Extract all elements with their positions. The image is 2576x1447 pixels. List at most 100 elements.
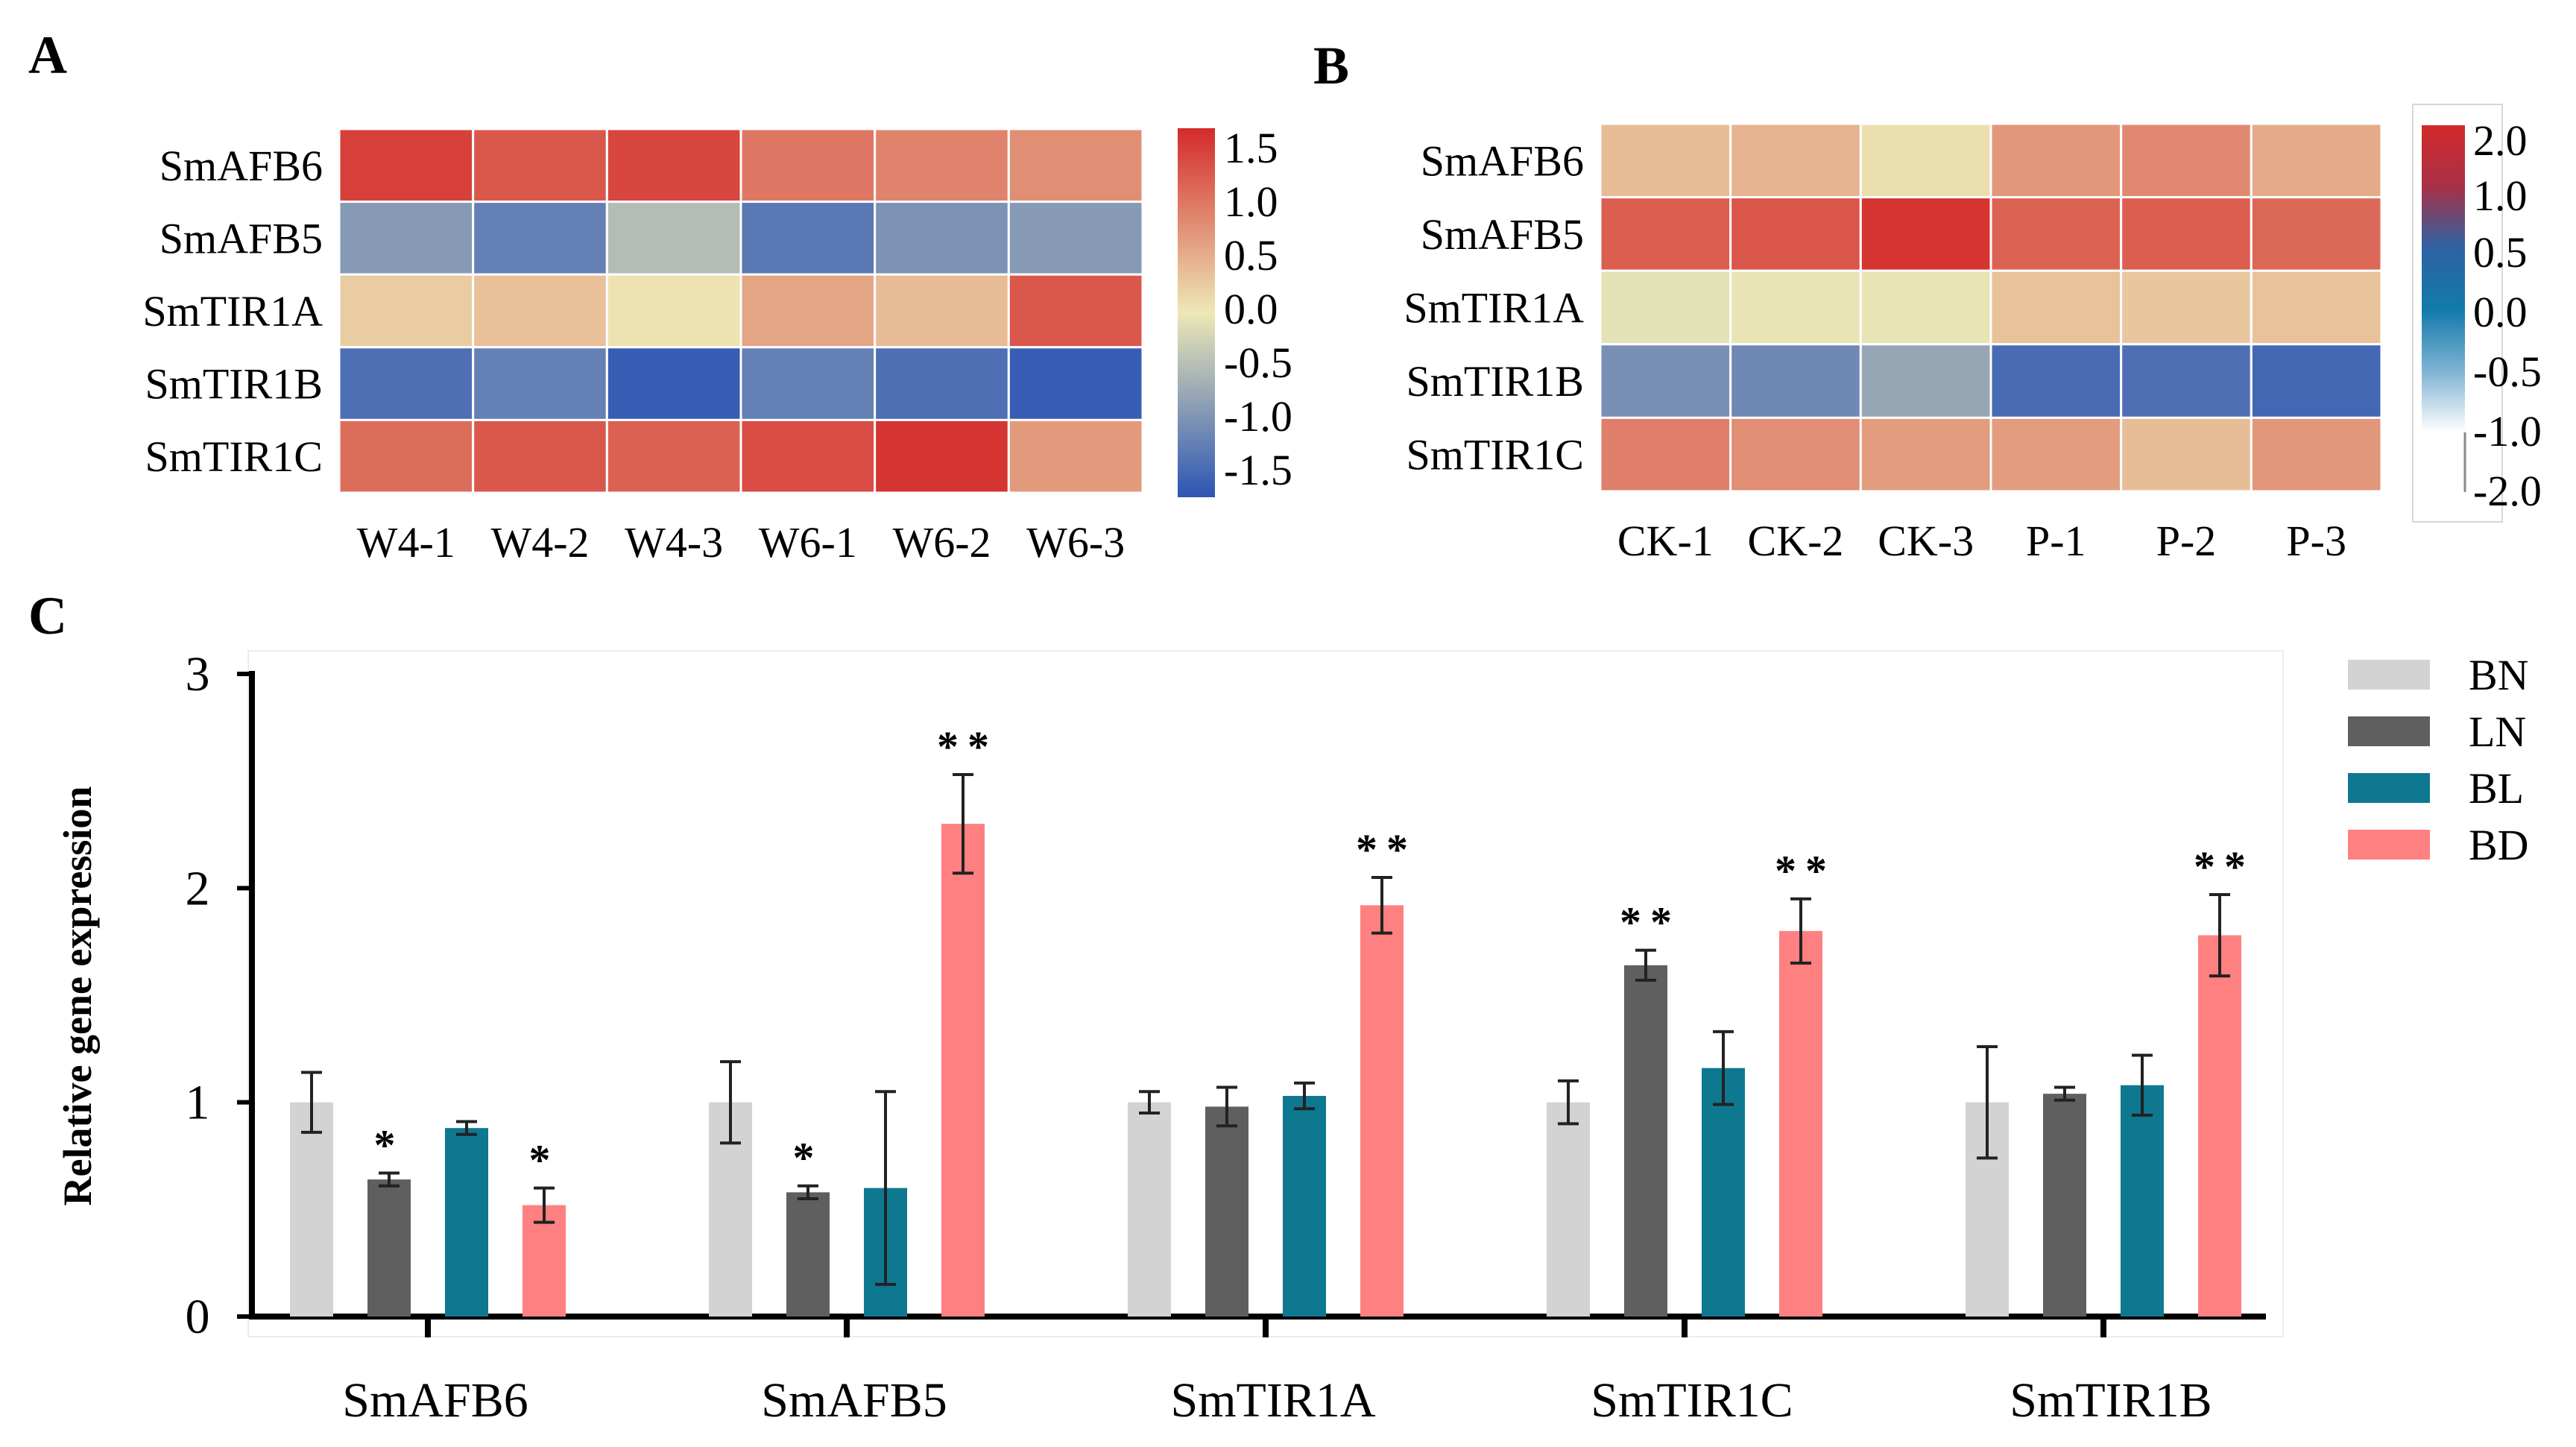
heatmap-a-cell — [338, 201, 475, 276]
heatmap-b-column-label: P-1 — [2026, 517, 2086, 565]
bar — [1547, 1102, 1590, 1317]
heatmap-b-column-label: CK-3 — [1878, 517, 1974, 565]
heatmap-a-cell — [472, 127, 608, 204]
colorbar-a-tick: 1.5 — [1224, 124, 1278, 172]
heatmap-b-row-label: SmAFB6 — [1421, 136, 1584, 185]
colorbar-b-gradient — [2422, 125, 2465, 432]
significance-marker: * — [374, 1120, 405, 1169]
heatmap-b-column-label: CK-1 — [1617, 517, 1714, 565]
heatmap-a-column-label: W4-3 — [625, 518, 723, 567]
heatmap-b-cell — [2250, 269, 2383, 346]
heatmap-b-cell — [1729, 122, 1862, 199]
colorbar-a-gradient — [1178, 128, 1215, 497]
heatmap-a-cell — [739, 346, 877, 421]
significance-marker: ** — [1775, 847, 1836, 895]
heatmap-a-row-label: SmTIR1A — [142, 287, 323, 335]
heatmap-b-cell — [1859, 269, 1992, 346]
y-tick-label: 0 — [186, 1290, 210, 1344]
heatmap-a-row-label: SmTIR1B — [145, 360, 323, 409]
colorbar-b-tick: 0.0 — [2473, 288, 2528, 336]
heatmap-b-cell — [1729, 416, 1862, 493]
colorbar-b-tick: -1.0 — [2473, 407, 2542, 455]
heatmap-a-cell — [1007, 418, 1144, 494]
legend-label: BN — [2469, 651, 2529, 699]
heatmap-b: SmAFB6 SmAFB5 SmTIR1A SmTIR1B SmTIR1C CK-1 CK-… — [1404, 122, 2383, 565]
heatmap-b-cell — [2250, 122, 2383, 199]
heatmap-a-cell — [472, 273, 608, 349]
heatmap-a-cell — [472, 346, 608, 421]
legend-c: BN LN BL BD — [2348, 651, 2529, 869]
heatmap-b-cell — [1729, 269, 1862, 346]
colorbar-a-tick: -0.5 — [1224, 338, 1292, 387]
significance-marker: * — [793, 1134, 824, 1182]
legend-label: BD — [2469, 821, 2529, 869]
panel-c-label: C — [28, 586, 67, 646]
heatmap-a-column-label: W6-3 — [1026, 518, 1125, 567]
heatmap-a-cell — [739, 127, 877, 204]
heatmap-b-cell — [2120, 343, 2253, 419]
heatmap-b-row-label: SmTIR1B — [1407, 357, 1585, 406]
colorbar-a-tick: 0.5 — [1224, 231, 1278, 280]
x-tick-label: SmTIR1B — [2010, 1373, 2212, 1428]
heatmap-a-column-label: W4-2 — [490, 518, 589, 567]
heatmap-a-cell — [338, 418, 475, 494]
legend-swatch — [2348, 660, 2430, 690]
colorbar-a-tick: 1.0 — [1224, 177, 1278, 226]
heatmap-b-cell — [1989, 196, 2123, 272]
significance-marker: * — [529, 1136, 560, 1185]
bar — [1779, 930, 1822, 1317]
heatmap-b-cell — [1729, 343, 1862, 419]
heatmap-b-cell — [1859, 122, 1992, 199]
heatmap-a-cell — [605, 346, 742, 421]
heatmap-b-cell — [1599, 343, 1732, 419]
heatmap-a-column-label: W6-1 — [759, 518, 857, 567]
legend-swatch — [2348, 773, 2430, 803]
bar — [445, 1128, 488, 1317]
bar — [786, 1192, 830, 1317]
y-axis-title: Relative gene expression — [55, 786, 100, 1206]
heatmap-a-row-label: SmAFB6 — [160, 142, 323, 190]
heatmap-b-column-label: P-3 — [2286, 517, 2346, 565]
heatmap-a-cell — [1007, 127, 1144, 204]
heatmap-b-cell — [2250, 196, 2383, 272]
bar — [1624, 965, 1667, 1317]
bar — [1205, 1106, 1248, 1317]
heatmap-a-column-label: W6-2 — [892, 518, 991, 567]
heatmap-a-cell — [1007, 273, 1144, 349]
heatmap-b-cell — [2250, 416, 2383, 493]
heatmap-b-cell — [1859, 196, 1992, 272]
heatmap-b-row-label: SmTIR1C — [1407, 431, 1585, 479]
heatmap-a-cell — [1007, 346, 1144, 421]
panel-b-label: B — [1313, 36, 1349, 95]
colorbar-a: 1.5 1.0 0.5 0.0 -0.5 -1.0 -1.5 — [1178, 124, 1292, 497]
legend-swatch — [2348, 716, 2430, 746]
significance-marker: ** — [2194, 842, 2255, 891]
heatmap-b-cell — [1989, 122, 2123, 199]
x-tick-label: SmTIR1A — [1170, 1373, 1375, 1428]
heatmap-b-cell — [1599, 122, 1732, 199]
heatmap-a-cell — [605, 418, 742, 494]
heatmap-a-cell — [338, 273, 475, 349]
colorbar-b-tick: -0.5 — [2473, 347, 2542, 396]
heatmap-b-cell — [1599, 269, 1732, 346]
x-tick-label: SmAFB6 — [342, 1373, 528, 1428]
legend-swatch — [2348, 830, 2430, 860]
significance-marker: ** — [1620, 898, 1681, 947]
heatmap-b-cell — [1989, 343, 2123, 419]
legend-label: LN — [2469, 707, 2526, 756]
heatmap-b-row-label: SmAFB5 — [1421, 210, 1584, 259]
heatmap-a-column-label: W4-1 — [357, 518, 455, 567]
bar — [941, 824, 985, 1317]
heatmap-a-cell — [605, 273, 742, 349]
x-tick-label: SmTIR1C — [1591, 1373, 1793, 1428]
legend-label: BL — [2469, 764, 2524, 813]
heatmap-a-cell — [739, 273, 877, 349]
x-tick-label: SmAFB5 — [761, 1373, 947, 1428]
bar — [290, 1102, 333, 1317]
heatmap-b-cell — [2120, 416, 2253, 493]
colorbar-b-tick: 1.0 — [2473, 171, 2528, 220]
bar — [1360, 905, 1404, 1317]
colorbar-b-tick: 2.0 — [2473, 116, 2528, 165]
heatmap-a-cell — [605, 127, 742, 204]
